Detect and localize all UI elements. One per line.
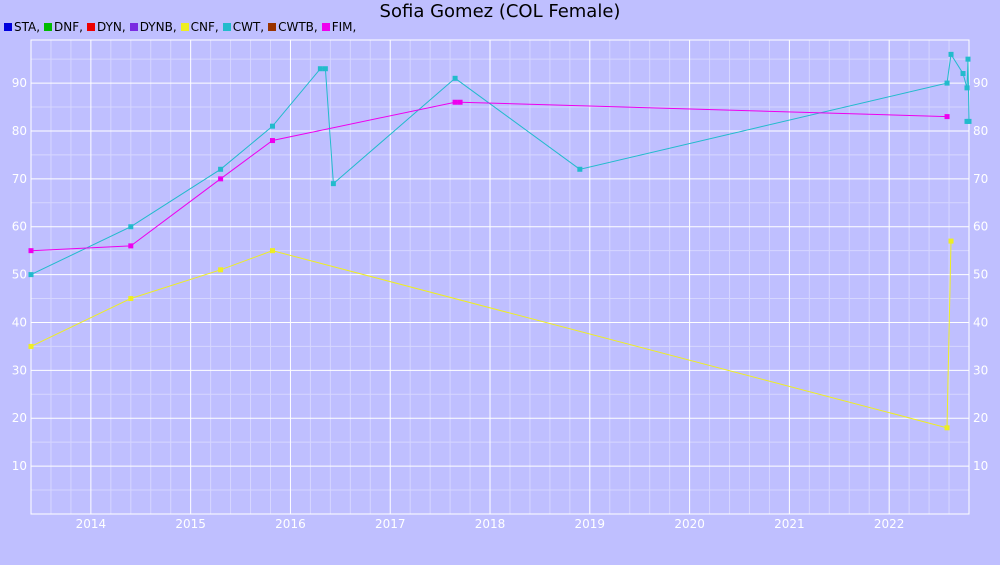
- legend-swatch: [44, 23, 53, 31]
- legend-label: DYNB,: [139, 20, 177, 34]
- legend-label: CNF,: [190, 20, 219, 34]
- data-point: [218, 166, 224, 172]
- legend-item: DYNB,: [129, 20, 177, 34]
- y-tick-label-left: 40: [12, 315, 27, 329]
- legend-label: DNF,: [54, 20, 83, 34]
- data-point: [128, 243, 134, 249]
- data-point: [944, 425, 950, 431]
- data-point: [452, 75, 458, 81]
- legend-label: STA,: [14, 20, 41, 34]
- y-tick-label-left: 50: [12, 268, 27, 282]
- legend-label: CWT,: [232, 20, 265, 34]
- x-tick-label: 2021: [774, 517, 805, 531]
- chart-title: Sofia Gomez (COL Female): [379, 1, 621, 22]
- data-point: [960, 71, 966, 77]
- legend-item: CWT,: [222, 20, 265, 34]
- y-tick-label-right: 60: [973, 220, 988, 234]
- data-point: [28, 248, 34, 254]
- data-point: [269, 138, 275, 144]
- data-point: [948, 238, 954, 244]
- legend-label: DYN,: [96, 20, 126, 34]
- legend-swatch: [4, 23, 12, 31]
- y-tick-label-left: 10: [12, 459, 27, 473]
- x-tick-label: 2020: [674, 517, 705, 531]
- legend-swatch: [268, 23, 277, 31]
- data-point: [317, 66, 323, 72]
- data-point: [218, 267, 224, 273]
- data-point: [457, 99, 463, 105]
- x-tick-label: 2022: [874, 517, 905, 531]
- y-tick-label-left: 70: [12, 172, 27, 186]
- legend-item: DYN,: [86, 20, 126, 34]
- y-tick-label-right: 50: [973, 268, 988, 282]
- data-point: [269, 248, 275, 254]
- data-point: [964, 85, 970, 91]
- x-tick-label: 2015: [175, 517, 206, 531]
- data-point: [28, 272, 34, 278]
- legend: STA, DNF, DYN, DYNB, CNF, CWT, CWTB, FIM,: [4, 20, 356, 34]
- y-tick-label-right: 10: [973, 459, 988, 473]
- data-point: [128, 224, 134, 230]
- legend-item: FIM,: [321, 20, 357, 34]
- legend-item: STA,: [4, 20, 40, 34]
- y-tick-label-left: 20: [12, 411, 27, 425]
- legend-label: CWTB,: [278, 20, 318, 34]
- data-point: [965, 56, 971, 62]
- y-tick-label-left: 30: [12, 363, 27, 377]
- legend-swatch: [222, 23, 231, 31]
- y-tick-label-left: 60: [12, 220, 27, 234]
- data-point: [964, 118, 970, 124]
- y-tick-label-left: 80: [12, 124, 27, 138]
- y-tick-label-right: 90: [973, 76, 988, 90]
- data-point: [944, 114, 950, 120]
- x-tick-label: 2018: [475, 517, 506, 531]
- series-line: [30, 52, 970, 276]
- data-point: [452, 99, 458, 105]
- y-tick-label-right: 70: [973, 172, 988, 186]
- data-point: [948, 51, 954, 57]
- legend-label: FIM,: [331, 20, 357, 34]
- legend-item: DNF,: [44, 20, 83, 34]
- data-point: [28, 343, 34, 349]
- data-point: [218, 176, 224, 182]
- legend-swatch: [129, 23, 138, 31]
- x-tick-label: 2014: [76, 517, 107, 531]
- legend-swatch: [321, 23, 330, 31]
- series-line: [30, 241, 952, 429]
- legend-swatch: [86, 23, 95, 31]
- data-point: [269, 123, 275, 129]
- data-point: [128, 296, 134, 302]
- y-tick-label-right: 80: [973, 124, 988, 138]
- legend-swatch: [180, 23, 189, 31]
- y-tick-label-right: 40: [973, 315, 988, 329]
- data-point: [322, 66, 328, 72]
- legend-item: CNF,: [180, 20, 219, 34]
- y-tick-label-left: 90: [12, 76, 27, 90]
- x-tick-label: 2017: [375, 517, 406, 531]
- data-point: [577, 166, 583, 172]
- y-tick-label-right: 30: [973, 363, 988, 377]
- legend-item: CWTB,: [268, 20, 318, 34]
- y-tick-label-right: 20: [973, 411, 988, 425]
- data-point: [944, 80, 950, 86]
- data-point: [330, 181, 336, 187]
- x-tick-label: 2019: [575, 517, 606, 531]
- x-tick-label: 2016: [275, 517, 306, 531]
